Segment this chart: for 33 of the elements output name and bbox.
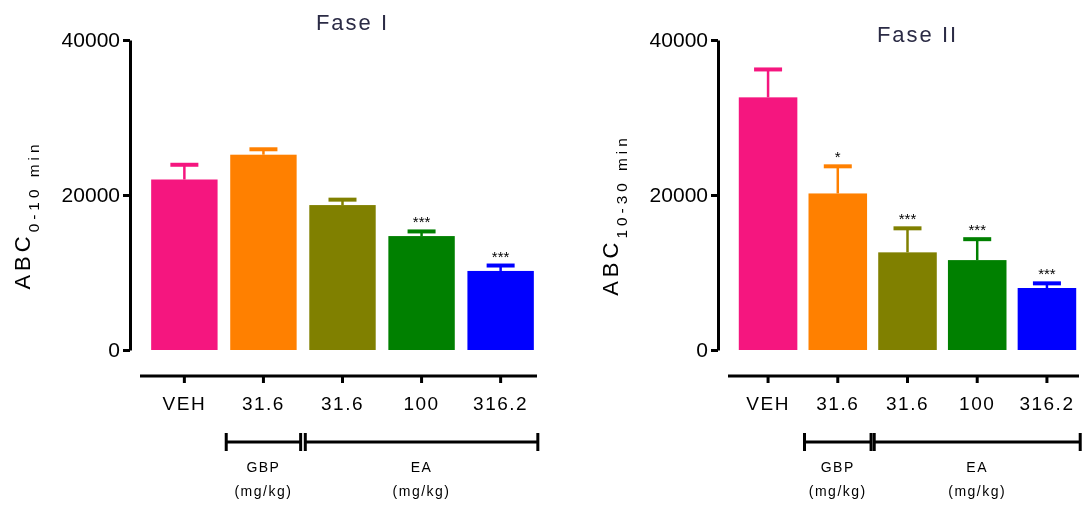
x-tick-label: 31.6 bbox=[321, 393, 364, 415]
bar bbox=[309, 205, 376, 350]
data-label: *** bbox=[1038, 265, 1056, 283]
x-tick-label: 31.6 bbox=[241, 393, 285, 415]
text: GBP (mg/kg) bbox=[234, 459, 293, 499]
data-label: *** bbox=[491, 247, 510, 265]
y-tick-label: 20000 bbox=[61, 183, 120, 207]
chart-title: Fase I bbox=[315, 10, 390, 35]
x-tick-label: 31.6 bbox=[886, 393, 929, 415]
x-tick-label: VEH bbox=[162, 393, 207, 415]
x-tick-label: 31.6 bbox=[816, 393, 860, 415]
bar bbox=[467, 270, 534, 350]
x-tick-label: 100 bbox=[403, 393, 440, 415]
text: GBP (mg/kg) bbox=[808, 459, 867, 499]
x-tick-label: 316.2 bbox=[473, 393, 529, 415]
y-tick-label: 20000 bbox=[649, 183, 708, 207]
y-tick-label: 0 bbox=[108, 338, 120, 362]
y-tick-label: 40000 bbox=[61, 28, 120, 52]
data-label: * bbox=[834, 148, 841, 166]
x-tick-label: VEH bbox=[746, 393, 790, 415]
y-tick-label: 0 bbox=[696, 338, 708, 362]
chart-title: Fase II bbox=[876, 22, 959, 47]
data-label: *** bbox=[968, 221, 987, 239]
data-label: *** bbox=[898, 210, 917, 228]
text: EA (mg/kg) bbox=[392, 459, 451, 499]
x-tick-label: 100 bbox=[959, 393, 996, 415]
data-label: *** bbox=[412, 213, 431, 231]
bar bbox=[230, 154, 297, 350]
bar bbox=[1017, 288, 1077, 350]
x-tick-label: 316.2 bbox=[1019, 393, 1075, 415]
y-tick-label: 40000 bbox=[649, 28, 708, 52]
bar bbox=[388, 236, 455, 350]
text: EA (mg/kg) bbox=[948, 459, 1007, 499]
